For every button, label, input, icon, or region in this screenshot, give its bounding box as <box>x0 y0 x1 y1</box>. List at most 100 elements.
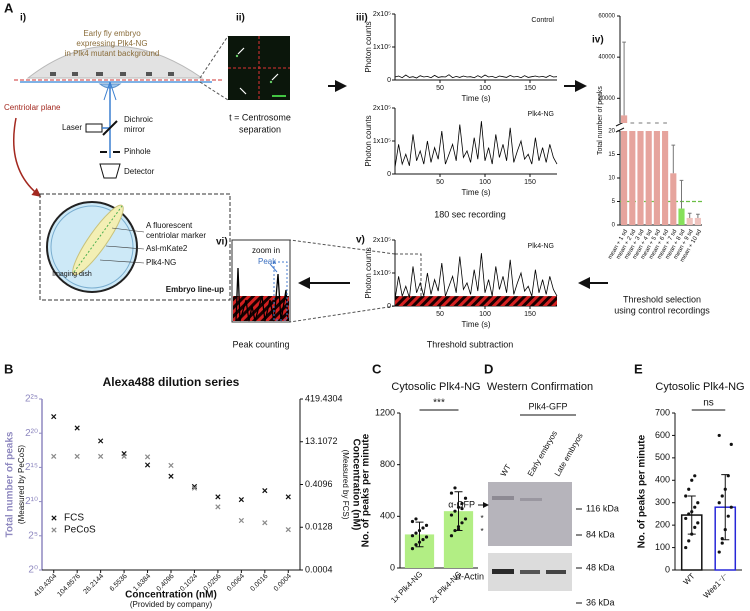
caption: Threshold subtraction <box>427 339 514 349</box>
y-axis-title: No. of peaks per minute <box>637 434 648 548</box>
y2-tick-label: 419.4304 <box>305 393 343 403</box>
bar <box>621 115 628 123</box>
laser-label: Laser <box>62 123 82 132</box>
error-bar <box>671 144 676 174</box>
y-tick-label: 400 <box>380 511 395 521</box>
legend-label: FCS <box>64 513 84 524</box>
data-point <box>424 535 429 539</box>
y2-tick-label: 0.0004 <box>305 564 333 574</box>
data-point <box>453 509 457 513</box>
workflow-arrows <box>298 80 608 289</box>
y-axis-title: Total number of peaks <box>5 431 16 537</box>
data-point <box>687 539 691 543</box>
zoom-label: zoom in <box>252 246 280 255</box>
bar <box>694 217 701 225</box>
data-point <box>460 521 464 525</box>
data-point <box>414 543 418 547</box>
trace <box>394 253 558 300</box>
x-tick-label: 1x Plk4-NG <box>389 570 424 605</box>
panel-label: B <box>4 361 13 376</box>
y-tick-label: 2²⁵ <box>25 394 38 405</box>
data-point <box>98 453 104 460</box>
y-tick-label: 5 <box>612 199 616 205</box>
data-point <box>74 453 80 460</box>
y-tick-label: 100 <box>655 542 670 552</box>
data-point <box>449 513 454 517</box>
kda-label: 36 kDa <box>586 597 615 607</box>
x-axis-title: (Provided by company) <box>130 600 213 609</box>
x-tick-label: 150 <box>524 311 536 318</box>
error-bar <box>622 41 626 116</box>
legend-marker <box>51 515 57 521</box>
y-tick-label: 60000 <box>598 14 615 20</box>
significance-label: *** <box>433 398 445 409</box>
error-bar <box>687 212 692 218</box>
embryo-text: expressing Plk4-NG <box>76 39 147 48</box>
data-point <box>414 531 418 535</box>
data-point <box>463 496 468 500</box>
data-point <box>463 517 468 521</box>
y-tick-label: 0 <box>387 303 391 310</box>
legend-marker <box>51 527 57 533</box>
western-blot <box>478 414 582 604</box>
sub-label: v) <box>356 235 365 246</box>
trace-label: Plk4-NG <box>528 111 554 118</box>
caption: using control recordings <box>614 305 710 315</box>
y-axis-title: Photon counts <box>364 247 373 298</box>
x-axis-title: Time (s) <box>461 320 490 329</box>
data-point <box>410 547 415 551</box>
y-tick-label: 2x10⁵ <box>373 237 391 244</box>
blot-group: Plk4-GFP <box>528 401 567 411</box>
panel-label: C <box>372 361 382 376</box>
sub-label: iv) <box>592 35 604 46</box>
kda-label: 116 kDa <box>586 503 619 513</box>
x-tick-label: 0.0064 <box>226 573 246 593</box>
data-point <box>696 501 700 505</box>
y-tick-label: 1x10⁵ <box>373 138 391 145</box>
x-tick-label: 419.4304 <box>33 573 59 599</box>
y-tick-label: 200 <box>655 520 670 530</box>
y2-tick-label: 0.0128 <box>305 522 333 532</box>
bar <box>645 131 652 225</box>
data-point <box>144 462 151 468</box>
data-point <box>410 534 415 538</box>
data-point <box>421 537 425 542</box>
y-tick-label: 500 <box>655 452 670 462</box>
lineup-label: Embryo line-up <box>166 285 224 294</box>
lane-label: Late embryos <box>553 432 585 478</box>
panel-label: E <box>634 361 643 376</box>
microscope-diagram <box>13 35 231 301</box>
data-point <box>215 504 221 510</box>
x-tick-label: 0.0016 <box>249 573 269 593</box>
y-tick-label: 2¹⁰ <box>25 496 38 507</box>
data-point <box>696 521 700 525</box>
blot-title: Western Confirmation <box>487 381 593 393</box>
data-point <box>684 516 688 521</box>
y-axis-title: Photon counts <box>364 115 373 166</box>
lane-label: WT <box>499 463 513 478</box>
data-point <box>262 520 268 526</box>
data-point <box>453 486 457 490</box>
peak-label: Peak <box>258 257 277 266</box>
x-tick-label: 100 <box>479 85 491 92</box>
error-bar <box>679 179 684 209</box>
data-point <box>285 494 291 500</box>
x-tick-label: 104.8576 <box>56 573 82 599</box>
error-bar <box>415 521 424 548</box>
data-point <box>262 487 268 494</box>
data-point <box>51 453 57 460</box>
data-point <box>717 501 721 505</box>
caption: 180 sec recording <box>434 209 506 219</box>
data-point <box>410 519 415 524</box>
trace <box>394 121 558 168</box>
data-point <box>720 494 724 498</box>
panel-i-text: Early fly embryo expressing Plk4-NG in P… <box>4 29 224 294</box>
kda-label: 48 kDa <box>586 562 615 572</box>
y-tick-label: 0 <box>387 77 391 84</box>
data-point <box>460 506 464 511</box>
y-tick-label: 0 <box>665 564 670 574</box>
data-point <box>449 491 454 495</box>
x-tick-label: 150 <box>524 85 536 92</box>
y2-axis-title: (Measured by FCS) <box>341 450 350 520</box>
data-point <box>693 474 697 478</box>
